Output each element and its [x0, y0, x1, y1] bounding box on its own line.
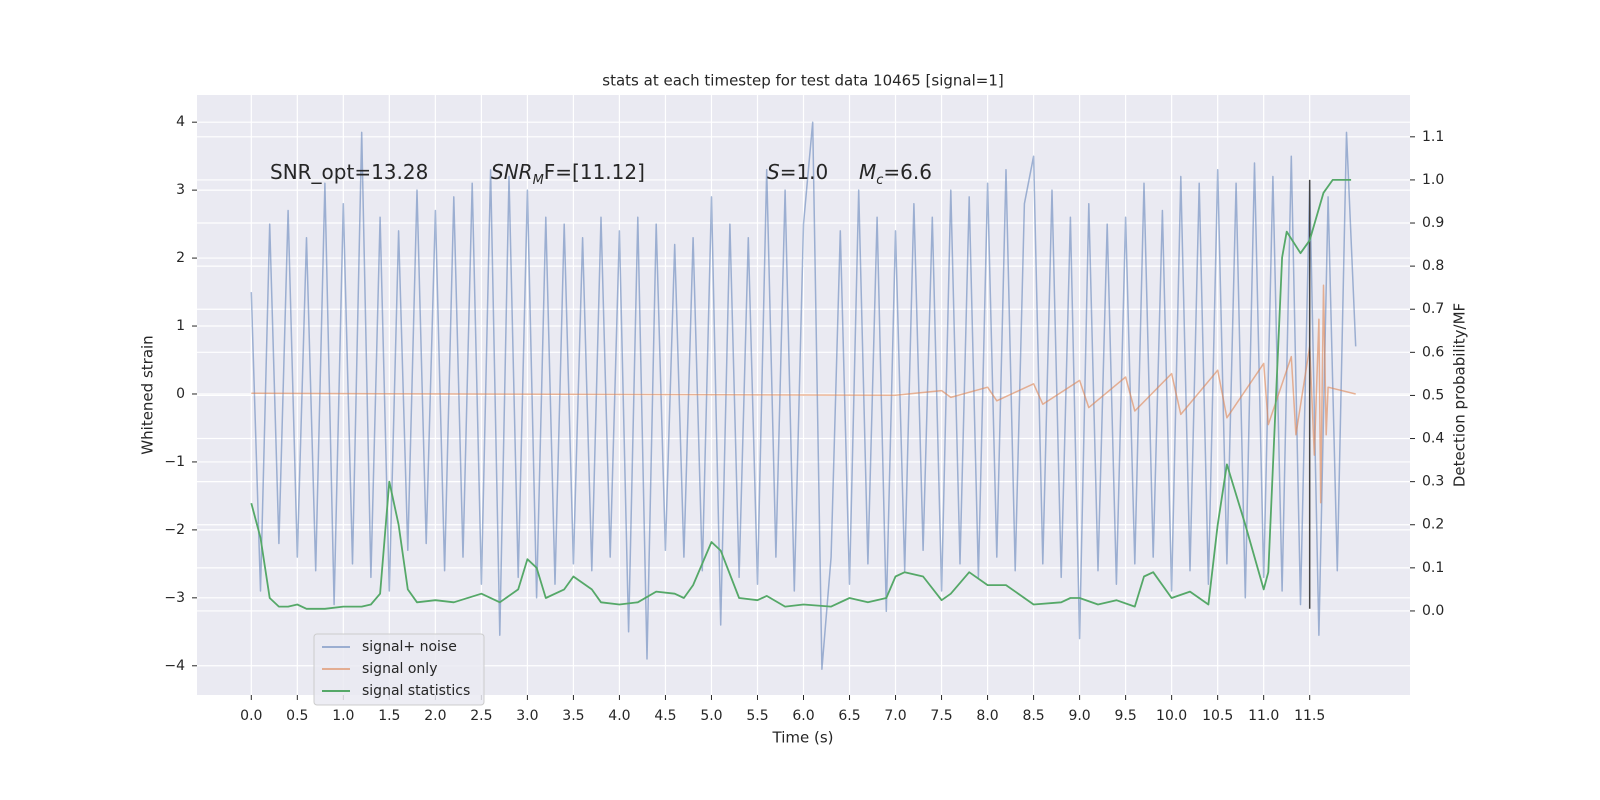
y2-tick-label: 0.9 [1422, 215, 1444, 231]
annotation: Mc=6.6 [859, 160, 932, 189]
x-tick-label: 8.0 [976, 708, 998, 724]
x-tick-label: 7.5 [930, 708, 952, 724]
x-tick-label: 9.0 [1068, 708, 1090, 724]
y-tick-label: −4 [164, 658, 185, 674]
x-tick-label: 0.5 [286, 708, 308, 724]
y2-tick-label: 0.0 [1422, 603, 1444, 619]
x-tick-label: 3.5 [562, 708, 584, 724]
x-tick-label: 1.0 [332, 708, 354, 724]
annotation: SNRMF=[11.12] [491, 160, 645, 189]
x-tick-label: 7.0 [884, 708, 906, 724]
x-tick-label: 5.0 [700, 708, 722, 724]
annotation-subscript: M [533, 173, 544, 188]
y-tick-label: 1 [176, 318, 185, 334]
x-tick-label: 5.5 [746, 708, 768, 724]
y-tick-label: −2 [164, 522, 185, 538]
annotation-rest: =6.6 [883, 160, 932, 184]
y2-tick-label: 0.7 [1422, 301, 1444, 317]
x-tick-label: 0.0 [240, 708, 262, 724]
x-tick-label: 11.5 [1294, 708, 1325, 724]
y-tick-label: 3 [176, 182, 185, 198]
x-tick-label: 6.5 [838, 708, 860, 724]
annotation: S=1.0 [767, 160, 828, 184]
y2-axis-label: Detection probability/MF [1451, 303, 1469, 487]
annotation-text: S [767, 160, 780, 184]
x-tick-label: 10.5 [1202, 708, 1233, 724]
legend-box [313, 633, 485, 706]
y2-tick-label: 0.8 [1422, 258, 1444, 274]
legend-label: signal only [362, 661, 437, 677]
annotation-rest: =1.0 [780, 160, 829, 184]
y2-tick-label: 0.1 [1422, 560, 1444, 576]
y2-tick-label: 0.3 [1422, 474, 1444, 490]
x-tick-label: 2.5 [470, 708, 492, 724]
y-tick-label: −3 [164, 590, 185, 606]
y2-tick-label: 0.4 [1422, 431, 1444, 447]
legend-label: signal+ noise [362, 639, 457, 655]
y2-tick-label: 1.0 [1422, 172, 1444, 188]
x-tick-label: 4.5 [654, 708, 676, 724]
annotation-text: M [859, 160, 876, 184]
y2-tick-label: 0.2 [1422, 517, 1444, 533]
y2-tick-label: 0.5 [1422, 387, 1444, 403]
x-axis-label: Time (s) [772, 729, 834, 747]
y-tick-label: 4 [176, 114, 185, 130]
annotation-subscript: c [876, 173, 883, 188]
x-tick-label: 1.5 [378, 708, 400, 724]
series-line [250, 121, 1357, 670]
series-line [250, 179, 1352, 610]
chart-title: stats at each timestep for test data 104… [602, 72, 1003, 90]
legend-label: signal statistics [362, 683, 470, 699]
y-tick-label: 0 [176, 386, 185, 402]
x-tick-label: 9.5 [1114, 708, 1136, 724]
x-tick-label: 3.0 [516, 708, 538, 724]
x-tick-label: 8.5 [1022, 708, 1044, 724]
y-tick-label: 2 [176, 250, 185, 266]
x-tick-label: 10.0 [1156, 708, 1187, 724]
series-line [251, 284, 1356, 504]
y-tick-label: −1 [164, 454, 185, 470]
x-tick-label: 11.0 [1248, 708, 1279, 724]
y2-tick-label: 0.6 [1422, 344, 1444, 360]
annotation-text: SNR_opt=13.28 [270, 160, 428, 184]
y-axis-label: Whitened strain [139, 335, 157, 454]
x-tick-label: 4.0 [608, 708, 630, 724]
annotation-text: SNR [491, 160, 533, 184]
x-tick-label: 2.0 [424, 708, 446, 724]
annotation: SNR_opt=13.28 [270, 160, 428, 184]
x-tick-label: 6.0 [792, 708, 814, 724]
y2-tick-label: 1.1 [1422, 129, 1444, 145]
annotation-rest: F=[11.12] [544, 160, 645, 184]
